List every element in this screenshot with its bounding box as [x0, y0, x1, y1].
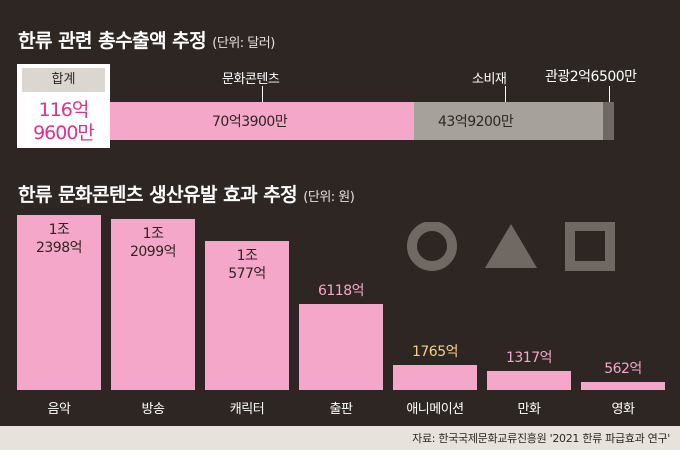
square-icon	[565, 222, 615, 271]
production-unit-text: (단위: 원)	[303, 190, 355, 205]
bar-value-line: 6118억	[317, 283, 365, 299]
bar-value-label: 1317억	[487, 349, 571, 367]
total-box: 합계 116억 9600만	[17, 64, 110, 148]
leader-line-content	[262, 86, 263, 102]
segment-content: 70억3900만	[110, 102, 414, 140]
production-chart-title: 한류 문화콘텐츠 생산유발 효과 추정 (단위: 원)	[18, 180, 355, 207]
total-value-line1: 116억	[38, 99, 90, 121]
bar-1	[17, 215, 101, 390]
segment-goods-name: 소비재	[472, 72, 507, 87]
bar-value-line: 1조	[236, 248, 258, 264]
bar-5	[393, 365, 477, 390]
segment-tourism	[603, 102, 614, 140]
bar-value-label: 1765억	[393, 343, 477, 361]
bar-value-label: 1조 2099억	[111, 225, 195, 261]
total-header: 합계	[22, 68, 105, 92]
bar-2	[111, 219, 195, 390]
category-label: 방송	[141, 402, 165, 417]
circle-triangle-square-icon	[407, 222, 615, 271]
bar-value-label: 6118억	[299, 282, 383, 300]
export-chart-title: 한류 관련 총수출액 추정 (단위: 달러)	[18, 26, 275, 53]
circle-icon	[407, 222, 457, 271]
triangle-icon	[485, 224, 537, 268]
segment-content-name: 문화콘텐츠	[222, 72, 280, 87]
bar-value-label: 1조 577억	[205, 247, 289, 283]
bar-3	[205, 241, 289, 390]
category-label: 캐릭터	[229, 402, 265, 417]
bar-value-line: 2099억	[129, 244, 177, 260]
bar-value-line: 1조	[142, 226, 164, 242]
segment-tourism-name: 관광	[545, 69, 570, 85]
bar-6	[487, 371, 571, 390]
bar-value-label: 562억	[581, 360, 665, 378]
category-label: 만화	[517, 402, 541, 417]
bar-value-line: 1765억	[411, 344, 459, 360]
category-label: 출판	[329, 402, 353, 417]
segment-content-value: 70억3900만	[212, 114, 288, 130]
category-label: 음악	[47, 402, 71, 417]
total-value-line2: 9600만	[33, 122, 95, 144]
bar-value-line: 1조	[48, 222, 70, 238]
category-label: 영화	[611, 402, 635, 417]
source-note: 자료: 한국국제문화교류진흥원 '2021 한류 파급효과 연구'	[412, 432, 670, 445]
segment-tourism-value: 2억6500만	[569, 69, 637, 85]
segment-tourism-label: 관광2억6500만	[545, 66, 637, 86]
bar-4	[299, 304, 383, 390]
bar-value-line: 577억	[228, 266, 266, 282]
bar-value-line: 2398억	[35, 240, 83, 256]
bar-value-line: 562억	[604, 361, 642, 377]
category-label: 애니메이션	[406, 402, 464, 417]
segment-goods-value: 43억9200만	[438, 114, 514, 130]
leader-line-goods	[505, 86, 506, 102]
segment-goods: 43억9200만	[414, 102, 603, 140]
production-title-text: 한류 문화콘텐츠 생산유발 효과 추정	[18, 184, 298, 206]
export-title-text: 한류 관련 총수출액 추정	[18, 30, 207, 52]
bar-7	[581, 382, 665, 390]
bar-value-label: 1조 2398억	[17, 221, 101, 257]
chart-panel: 한류 관련 총수출액 추정 (단위: 달러) 70억3900만 43억9200만…	[0, 0, 680, 426]
bar-value-line: 1317억	[505, 350, 553, 366]
export-unit-text: (단위: 달러)	[212, 36, 275, 51]
leader-line-tourism	[609, 86, 610, 102]
